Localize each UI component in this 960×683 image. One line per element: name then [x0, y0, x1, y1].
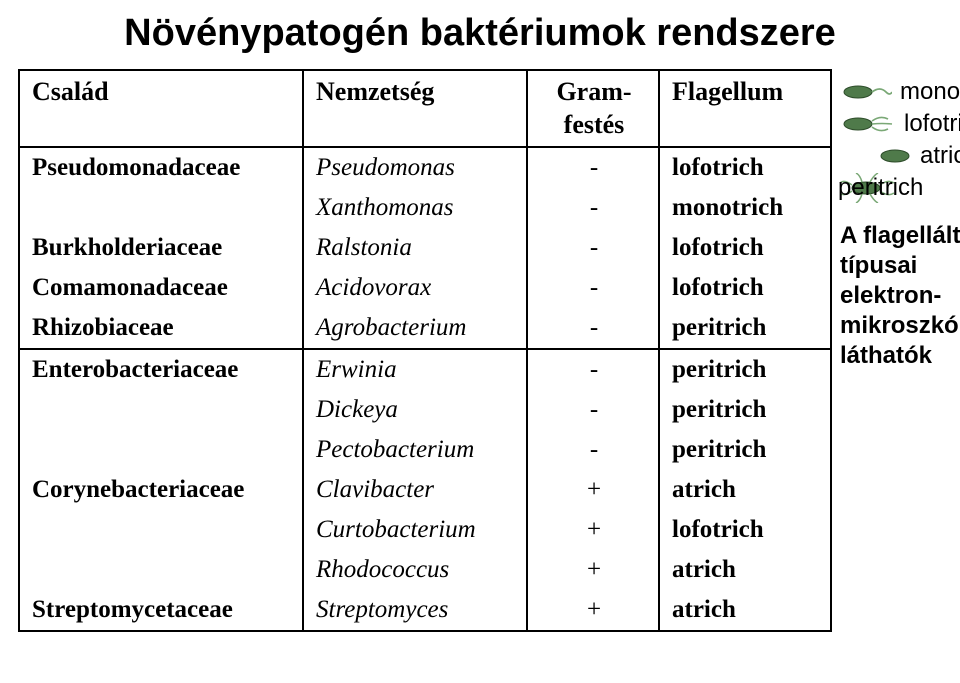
- th-flagellum: Flagellum: [659, 70, 831, 147]
- cell-flagellum: lofotrich: [659, 147, 831, 188]
- monotrich-icon: [840, 81, 892, 103]
- cell-family: Pseudomonadaceae: [19, 147, 303, 188]
- table-row: Comamonadaceae Acidovorax - lofotrich: [19, 268, 831, 308]
- legend-label: lofotrich: [904, 110, 960, 138]
- table-row: Rhodococcus + atrich: [19, 550, 831, 590]
- th-gram: Gram-festés: [527, 70, 659, 147]
- cell-genus: Pseudomonas: [303, 147, 527, 188]
- legend-peritrich: peritrich: [840, 173, 960, 203]
- table-row: Pectobacterium - peritrich: [19, 430, 831, 470]
- page-title: Növénypatogén baktériumok rendszere: [18, 12, 942, 55]
- legend-label: monotrich: [900, 78, 960, 106]
- legend-lofotrich: lofotrich: [840, 109, 960, 139]
- legend-monotrich: monotrich: [840, 77, 960, 107]
- table-row: Curtobacterium + lofotrich: [19, 510, 831, 550]
- lofotrich-icon: [840, 111, 896, 137]
- table-row: Enterobacteriaceae Erwinia - peritrich: [19, 349, 831, 390]
- table-row: Rhizobiaceae Agrobacterium - peritrich: [19, 308, 831, 349]
- table-row: Burkholderiaceae Ralstonia - lofotrich: [19, 228, 831, 268]
- legend-panel: monotrich lofotrich atrich: [840, 69, 960, 371]
- table-row: Streptomycetaceae Streptomyces + atrich: [19, 590, 831, 631]
- table-header-row: Család Nemzetség Gram-festés Flagellum: [19, 70, 831, 147]
- table-row: Corynebacteriaceae Clavibacter + atrich: [19, 470, 831, 510]
- table-row: Pseudomonadaceae Pseudomonas - lofotrich: [19, 147, 831, 188]
- legend-atrich: atrich: [878, 141, 960, 171]
- th-genus: Nemzetség: [303, 70, 527, 147]
- atrich-icon: [878, 147, 912, 165]
- cell-gram: -: [527, 147, 659, 188]
- th-family: Család: [19, 70, 303, 147]
- flagellation-caption: A flagelláltság típusai elektron- mikros…: [840, 221, 960, 371]
- legend-label: atrich: [920, 142, 960, 170]
- taxonomy-table: Család Nemzetség Gram-festés Flagellum P…: [18, 69, 832, 632]
- legend-label: peritrich: [838, 174, 923, 202]
- table-row: Xanthomonas - monotrich: [19, 188, 831, 228]
- table-row: Dickeya - peritrich: [19, 390, 831, 430]
